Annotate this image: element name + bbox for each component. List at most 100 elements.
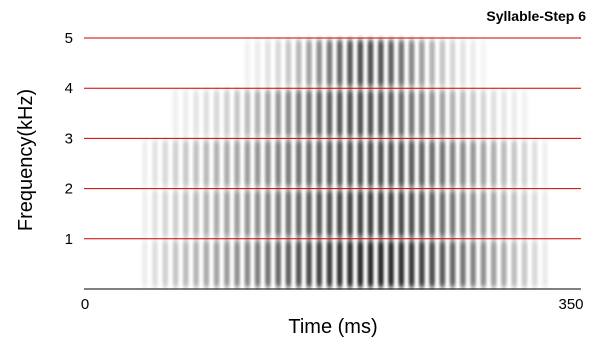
spectrogram-stripe	[203, 89, 210, 138]
spectrogram-stripe	[306, 89, 312, 138]
spectrogram-stripe	[398, 139, 405, 188]
spectrogram-stripe	[326, 139, 333, 188]
y-tick-label-4: 4	[65, 80, 73, 97]
spectrogram-stripe	[193, 89, 199, 138]
spectrogram-stripe	[408, 189, 415, 238]
spectrogram-stripe	[193, 139, 199, 188]
spectrogram-stripe	[142, 189, 148, 238]
spectrogram-stripe	[408, 89, 415, 138]
spectrogram-stripe	[419, 39, 425, 87]
y-tick-label-1: 1	[65, 231, 73, 248]
spectrogram-stripe	[378, 139, 384, 188]
spectrogram-stripe	[234, 189, 240, 238]
spectrogram-stripe	[398, 240, 405, 288]
spectrogram-stripe	[336, 139, 343, 188]
spectrogram-stripe	[213, 240, 220, 288]
spectrogram-stripe	[388, 89, 394, 138]
spectrogram-stripe	[336, 89, 343, 138]
spectrogram-stripe	[521, 189, 528, 238]
spectrogram-stripe	[347, 240, 353, 288]
spectrogram-stripe	[172, 139, 179, 188]
spectrogram-stripe	[470, 89, 476, 138]
spectrogram-stripe	[439, 139, 446, 188]
spectrogram-stripe	[275, 89, 281, 138]
spectrogram-stripe	[295, 189, 302, 238]
spectrogram-stripe	[336, 39, 343, 87]
spectrogram-stripe	[306, 240, 312, 288]
spectrogram-stripe	[398, 189, 405, 238]
spectrogram-stripe	[521, 240, 528, 288]
spectrogram-stripe	[295, 89, 302, 138]
spectrogram-stripe	[347, 139, 353, 188]
spectrogram-stripe	[152, 139, 158, 188]
spectrogram-stripe	[244, 39, 251, 87]
spectrogram-stripe	[244, 189, 251, 238]
spectrogram-stripe	[203, 189, 210, 238]
spectrogram-stripe	[419, 240, 425, 288]
spectrogram-stripe	[449, 39, 456, 87]
spectrogram-stripe	[265, 39, 271, 87]
spectrogram-stripe	[224, 89, 230, 138]
spectrogram-stripe	[336, 189, 343, 238]
spectrogram-stripe	[367, 39, 374, 87]
spectrogram-stripe	[429, 39, 435, 87]
spectrogram-stripe	[449, 189, 456, 238]
spectrogram-stripe	[275, 240, 281, 288]
gridlines	[84, 37, 581, 240]
x-axis-label: Time (ms)	[288, 316, 377, 338]
spectrogram-stripe	[347, 89, 353, 138]
spectrogram-stripe	[275, 139, 281, 188]
spectrogram-stripe	[429, 139, 435, 188]
spectrogram-stripe	[490, 139, 497, 188]
spectrogram-stripe	[172, 240, 179, 288]
spectrogram-stripe	[378, 240, 384, 288]
spectrogram-stripe	[470, 189, 476, 238]
spectrogram-stripe	[378, 39, 384, 87]
spectrogram-stripe	[511, 240, 517, 288]
spectrogram-stripe	[306, 189, 312, 238]
spectrogram-stripe	[224, 240, 230, 288]
spectrogram-stripe	[501, 189, 507, 238]
spectrogram-stripe	[531, 139, 538, 188]
spectrogram-stripe	[542, 240, 548, 288]
spectrogram-stripe	[439, 189, 446, 238]
spectrogram-stripe	[367, 139, 374, 188]
spectrogram-stripe	[460, 139, 466, 188]
spectrogram-stripe	[203, 240, 210, 288]
spectrogram-stripe	[480, 139, 487, 188]
spectrogram-stripe	[378, 189, 384, 238]
spectrogram-stripe	[244, 139, 251, 188]
spectrogram-stripe	[429, 189, 435, 238]
spectrogram-stripe	[295, 240, 302, 288]
spectrogram-stripe	[439, 89, 446, 138]
spectrogram-stripe	[306, 139, 312, 188]
y-tick-label-3: 3	[65, 130, 73, 147]
spectrogram-stripe	[460, 39, 466, 87]
spectrogram-stripe	[183, 189, 189, 238]
spectrogram-stripe	[172, 189, 179, 238]
spectrogram-stripe	[501, 89, 507, 138]
y-tick-label-5: 5	[65, 30, 73, 47]
spectrogram-stripe	[193, 189, 199, 238]
spectrogram-stripe	[419, 89, 425, 138]
spectrogram-stripe	[378, 89, 384, 138]
spectrogram-stripe	[265, 240, 271, 288]
spectrogram-stripe	[470, 240, 476, 288]
spectrogram-stripe	[183, 240, 189, 288]
spectrogram-stripe	[531, 189, 538, 238]
spectrogram-stripe	[265, 89, 271, 138]
spectrogram-stripe	[142, 139, 148, 188]
spectrogram-stripe	[152, 240, 158, 288]
spectrogram-stripe	[244, 240, 251, 288]
spectrogram-stripe	[254, 39, 261, 87]
spectrogram-stripe	[213, 189, 220, 238]
spectrogram-stripe	[429, 240, 435, 288]
spectrogram-stripe	[357, 189, 364, 238]
spectrogram-stripe	[511, 189, 517, 238]
spectrogram-stripe	[234, 89, 240, 138]
spectrogram-stripe	[254, 240, 261, 288]
spectrogram-stripe	[152, 189, 158, 238]
spectrogram-stripe	[275, 189, 281, 238]
spectrogram-stripe	[254, 139, 261, 188]
spectrogram-stripe	[449, 139, 456, 188]
